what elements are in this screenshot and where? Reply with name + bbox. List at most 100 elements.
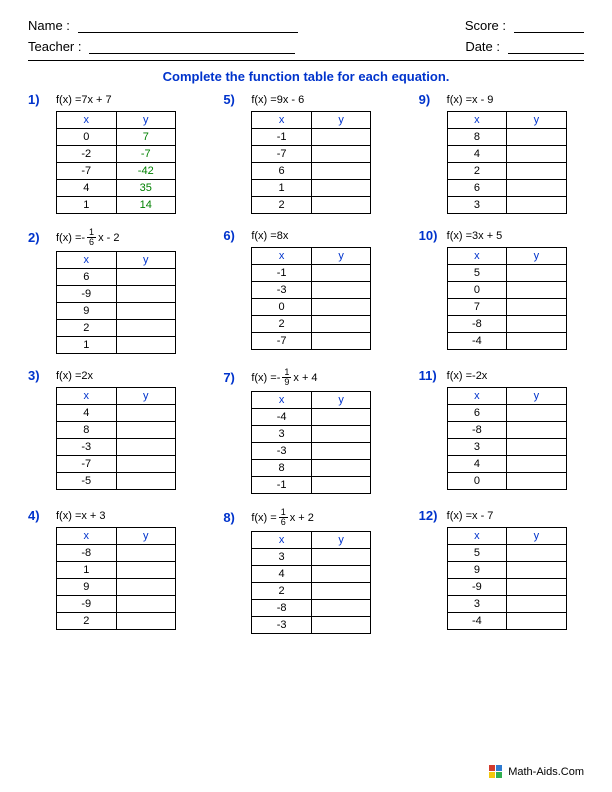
y-cell[interactable]	[116, 320, 176, 337]
y-cell[interactable]	[311, 409, 371, 426]
y-cell[interactable]: -42	[116, 163, 176, 180]
y-cell[interactable]: -7	[116, 146, 176, 163]
table-row: -2-7	[57, 146, 176, 163]
y-cell[interactable]	[507, 562, 567, 579]
name-field: Name :	[28, 18, 298, 33]
y-cell[interactable]	[507, 405, 567, 422]
equation: f(x) = 9x - 6	[251, 94, 304, 106]
y-cell[interactable]	[507, 333, 567, 350]
y-cell[interactable]	[311, 617, 371, 634]
y-cell[interactable]	[311, 180, 371, 197]
y-cell[interactable]	[116, 286, 176, 303]
problem: 4)f(x) = x + 3xy-819-92	[28, 508, 193, 634]
y-cell[interactable]	[311, 299, 371, 316]
y-cell[interactable]	[507, 129, 567, 146]
y-cell[interactable]	[116, 596, 176, 613]
y-cell[interactable]: 7	[116, 129, 176, 146]
y-cell[interactable]	[507, 439, 567, 456]
table-row: -4	[447, 613, 566, 630]
y-cell[interactable]	[507, 265, 567, 282]
x-cell: 7	[447, 299, 507, 316]
score-field: Score :	[465, 18, 584, 33]
y-cell[interactable]	[116, 545, 176, 562]
x-cell: 3	[447, 596, 507, 613]
x-cell: -3	[252, 617, 312, 634]
y-header: y	[507, 112, 567, 129]
function-table: xy84263	[447, 111, 567, 214]
y-cell[interactable]: 35	[116, 180, 176, 197]
problem-number: 6)	[223, 228, 251, 243]
equation: f(x) = 16x + 2	[251, 508, 314, 527]
y-cell[interactable]	[507, 613, 567, 630]
y-cell[interactable]	[507, 545, 567, 562]
y-cell[interactable]	[507, 473, 567, 490]
x-cell: 6	[57, 269, 117, 286]
y-header: y	[311, 112, 371, 129]
problem-number: 9)	[419, 92, 447, 107]
y-cell[interactable]	[311, 566, 371, 583]
y-cell[interactable]	[116, 456, 176, 473]
table-row: 8	[447, 129, 566, 146]
y-cell[interactable]	[116, 337, 176, 354]
y-cell[interactable]	[311, 163, 371, 180]
y-cell[interactable]	[116, 303, 176, 320]
y-cell[interactable]	[507, 299, 567, 316]
table-row: 1	[252, 180, 371, 197]
x-cell: 9	[57, 579, 117, 596]
y-cell[interactable]	[116, 473, 176, 490]
teacher-line[interactable]	[89, 40, 295, 54]
y-cell[interactable]	[311, 477, 371, 494]
y-cell[interactable]	[507, 579, 567, 596]
y-cell[interactable]	[116, 269, 176, 286]
y-cell[interactable]	[507, 146, 567, 163]
y-cell[interactable]	[311, 146, 371, 163]
x-cell: 9	[57, 303, 117, 320]
y-cell[interactable]	[116, 562, 176, 579]
y-cell[interactable]	[311, 583, 371, 600]
function-table: xy507-8-4	[447, 247, 567, 350]
x-cell: -3	[252, 282, 312, 299]
x-cell: 2	[57, 320, 117, 337]
y-cell[interactable]	[507, 422, 567, 439]
x-header: x	[252, 248, 312, 265]
table-row: -3	[252, 282, 371, 299]
y-cell[interactable]	[311, 129, 371, 146]
y-cell[interactable]	[507, 163, 567, 180]
table-row: 6	[447, 180, 566, 197]
y-cell[interactable]	[311, 333, 371, 350]
y-cell[interactable]	[311, 426, 371, 443]
y-cell[interactable]	[116, 422, 176, 439]
problem-number: 10)	[419, 228, 447, 243]
y-cell[interactable]	[116, 439, 176, 456]
y-cell[interactable]	[116, 405, 176, 422]
y-cell[interactable]	[311, 282, 371, 299]
score-line[interactable]	[514, 19, 584, 33]
y-cell[interactable]	[311, 197, 371, 214]
name-line[interactable]	[78, 19, 298, 33]
y-cell[interactable]	[507, 456, 567, 473]
y-cell[interactable]	[507, 316, 567, 333]
y-cell[interactable]	[311, 460, 371, 477]
function-table: xy342-8-3	[251, 531, 371, 634]
y-cell[interactable]	[311, 316, 371, 333]
y-cell[interactable]: 14	[116, 197, 176, 214]
y-cell[interactable]	[507, 596, 567, 613]
y-cell[interactable]	[311, 265, 371, 282]
date-label: Date :	[465, 39, 500, 54]
equation: f(x) = 3x + 5	[447, 230, 503, 242]
y-cell[interactable]	[311, 600, 371, 617]
y-cell[interactable]	[507, 197, 567, 214]
y-cell[interactable]	[507, 282, 567, 299]
y-cell[interactable]	[116, 579, 176, 596]
table-row: -7	[57, 456, 176, 473]
y-cell[interactable]	[507, 180, 567, 197]
x-cell: -7	[57, 163, 117, 180]
x-header: x	[447, 112, 507, 129]
function-table: xy-1-7612	[251, 111, 371, 214]
x-cell: 6	[447, 180, 507, 197]
y-cell[interactable]	[311, 443, 371, 460]
problem-number: 4)	[28, 508, 56, 523]
y-cell[interactable]	[116, 613, 176, 630]
date-line[interactable]	[508, 40, 584, 54]
y-cell[interactable]	[311, 549, 371, 566]
